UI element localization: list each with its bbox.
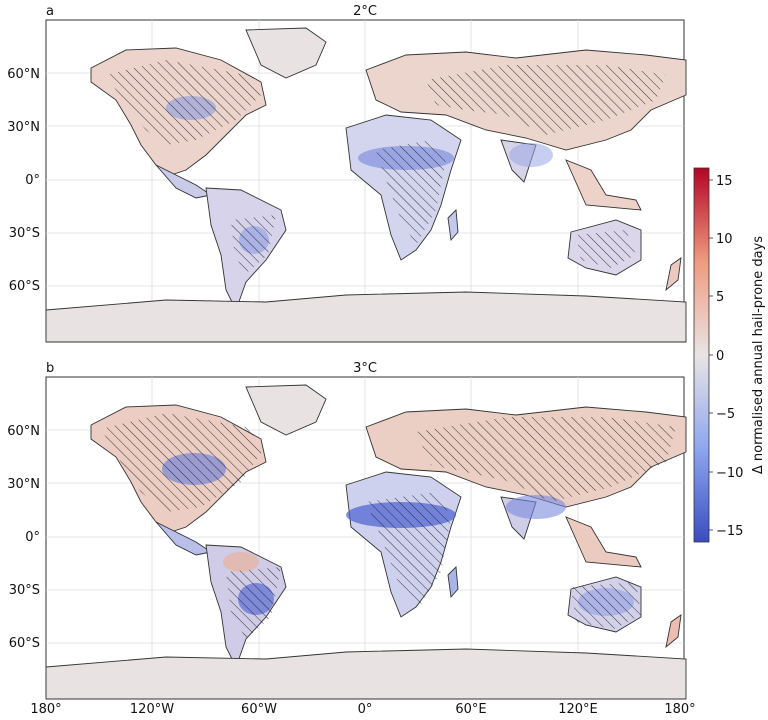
panel-b-letter: b: [46, 361, 54, 376]
lat-label: 0°: [25, 173, 40, 188]
lon-label: 180°: [30, 702, 61, 717]
blob-amazon: [223, 552, 259, 572]
lat-label: 60°S: [9, 636, 40, 651]
lon-label: 120°W: [130, 702, 174, 717]
panel-b-title: 3°C: [353, 361, 377, 376]
lat-label: 30°S: [9, 583, 40, 598]
lat-label: 60°N: [7, 67, 40, 82]
lon-label: 60°W: [241, 702, 277, 717]
lon-labels: 180° 120°W 60°W 0° 60°E 120°E 180°: [30, 702, 695, 717]
colorbar-tick: 0: [716, 349, 724, 364]
colorbar-tick: 15: [716, 174, 733, 189]
colorbar-tick: 10: [716, 232, 733, 247]
hatching-a: [106, 60, 666, 275]
colorbar-tick: 5: [716, 290, 724, 305]
hatching-b: [101, 413, 676, 639]
lat-label: 30°S: [9, 226, 40, 241]
colorbar-tick: −15: [716, 524, 743, 539]
panel-a: [45, 19, 687, 343]
lat-label: 0°: [25, 530, 40, 545]
colorbar: 15 10 5 0 −5 −10 −15 Δ normalised annual…: [693, 167, 766, 543]
colorbar-tick: −5: [716, 407, 735, 422]
lon-label: 180°: [664, 702, 695, 717]
colorbar-label: Δ normalised annual hail-prone days: [751, 236, 766, 474]
colorbar-tick: −10: [716, 466, 743, 481]
panel-a-letter: a: [46, 4, 54, 19]
lon-label: 60°E: [455, 702, 486, 717]
lat-labels-a: 60°N 30°N 0° 30°S 60°S: [7, 67, 40, 294]
lat-label: 60°N: [7, 424, 40, 439]
colorbar-gradient: [693, 167, 710, 543]
lat-label: 30°N: [7, 477, 40, 492]
blob-south-asia: [509, 143, 553, 167]
lat-labels-b: 60°N 30°N 0° 30°S 60°S: [7, 424, 40, 651]
lat-label: 60°S: [9, 279, 40, 294]
lon-label: 120°E: [558, 702, 598, 717]
lon-label: 0°: [358, 702, 373, 717]
panel-b: [45, 376, 687, 700]
lat-label: 30°N: [7, 120, 40, 135]
panel-a-title: 2°C: [353, 4, 377, 19]
